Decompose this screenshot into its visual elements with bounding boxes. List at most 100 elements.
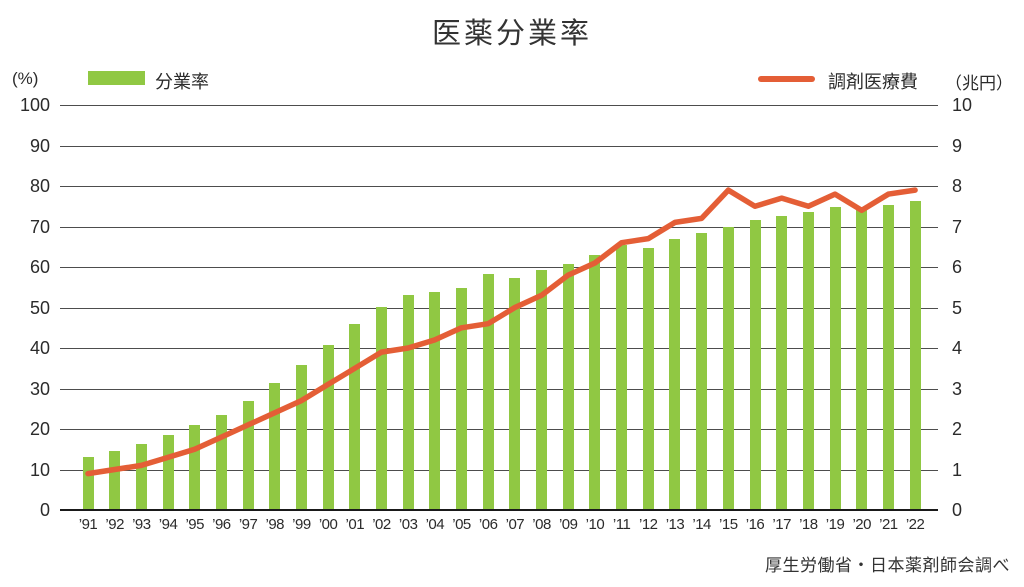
x-axis-tick-label: ’13 xyxy=(665,516,685,533)
bar-05 xyxy=(456,288,468,510)
right-axis-tick-label: 8 xyxy=(952,176,963,196)
x-axis-tick-label: ’00 xyxy=(318,516,338,533)
right-axis-tick-label: 6 xyxy=(952,257,963,277)
bar-legend-label: 分業率 xyxy=(155,72,209,92)
x-axis-tick-label: ’22 xyxy=(905,516,925,533)
bar-13 xyxy=(669,238,681,510)
gridline xyxy=(60,469,938,471)
bar-legend-swatch-icon xyxy=(88,71,145,85)
left-axis-tick-label: 20 xyxy=(29,419,50,439)
bar-15 xyxy=(722,226,734,510)
right-axis-tick-label: 10 xyxy=(952,95,973,115)
left-axis-tick-label: 60 xyxy=(29,257,50,277)
bar-01 xyxy=(349,324,361,510)
bar-04 xyxy=(429,291,441,510)
x-axis-tick-label: ’93 xyxy=(132,516,151,533)
bar-12 xyxy=(642,247,654,510)
bar-07 xyxy=(509,277,521,510)
x-axis-tick-label: ’20 xyxy=(852,516,871,533)
page-title: 医薬分業率 xyxy=(431,18,592,50)
bar-08 xyxy=(536,270,548,510)
right-axis-tick-label: 3 xyxy=(952,378,963,399)
x-axis-tick-label: ’18 xyxy=(799,516,818,533)
line-legend-label: 調剤医療費 xyxy=(828,72,918,92)
gridline xyxy=(60,186,938,187)
x-axis-tick-label: ’09 xyxy=(558,516,578,533)
left-axis-tick-label: 80 xyxy=(29,176,50,196)
x-axis-tick-label: ’99 xyxy=(292,516,311,533)
right-axis-tick-label: 1 xyxy=(952,459,963,480)
x-axis-tick-label: ’21 xyxy=(879,516,898,533)
gridline xyxy=(60,348,938,349)
bar-91 xyxy=(82,456,94,510)
left-axis-tick-label: 40 xyxy=(29,338,50,358)
bar-19 xyxy=(829,207,841,510)
x-axis-tick-label: ’11 xyxy=(612,516,631,533)
bar-98 xyxy=(269,382,281,510)
bar-10 xyxy=(589,255,601,510)
gridline xyxy=(60,226,938,228)
x-axis-tick-label: ’92 xyxy=(105,516,124,533)
right-axis-tick-label: 0 xyxy=(952,500,963,520)
bar-92 xyxy=(109,450,121,510)
right-axis-unit-label: （兆円） xyxy=(945,74,1013,93)
left-axis-tick-label: 0 xyxy=(39,500,50,520)
left-axis-tick-label: 30 xyxy=(29,378,50,399)
gridline xyxy=(60,105,938,106)
x-axis-tick-label: ’01 xyxy=(345,516,365,533)
bar-94 xyxy=(162,435,174,510)
bar-16 xyxy=(749,219,761,510)
right-axis-tick-label: 7 xyxy=(952,216,963,237)
x-axis-tick-label: ’95 xyxy=(185,516,204,533)
x-axis-tick-label: ’14 xyxy=(692,516,711,533)
x-axis-tick-label: ’08 xyxy=(532,516,551,533)
bar-03 xyxy=(402,294,414,510)
x-axis-tick-label: ’05 xyxy=(452,516,471,533)
x-axis-tick-label: ’15 xyxy=(719,516,738,533)
bar-22 xyxy=(909,200,921,510)
gridline xyxy=(60,307,938,309)
legend: (%) 分業率 調剤医療費 （兆円） xyxy=(0,66,1024,93)
bar-99 xyxy=(295,365,307,510)
x-axis-tick-label: ’94 xyxy=(158,516,178,533)
x-axis-tick-label: ’06 xyxy=(478,516,498,533)
x-axis-tick-label: ’02 xyxy=(372,516,391,533)
x-axis-tick-label: ’16 xyxy=(745,516,765,533)
bar-00 xyxy=(322,344,334,510)
bar-18 xyxy=(802,211,814,510)
gridline xyxy=(60,145,938,147)
bar-17 xyxy=(776,216,788,510)
left-axis-unit-label: (%) xyxy=(12,69,39,88)
left-axis-tick-label: 10 xyxy=(29,459,50,480)
bar-21 xyxy=(882,205,894,510)
left-axis-tick-label: 100 xyxy=(19,95,50,115)
left-axis-tick-label: 90 xyxy=(29,135,50,156)
bar-97 xyxy=(242,401,254,510)
right-axis-tick-label: 2 xyxy=(952,419,963,439)
bar-09 xyxy=(562,264,574,510)
x-axis-tick-label: ’91 xyxy=(78,516,98,533)
line-legend-swatch-icon xyxy=(758,76,815,82)
left-axis-tick-label: 70 xyxy=(29,216,50,237)
bar-93 xyxy=(135,443,147,510)
x-axis-tick-label: ’98 xyxy=(265,516,285,533)
gridline xyxy=(60,388,938,390)
x-axis-line xyxy=(60,509,938,511)
bar-02 xyxy=(375,307,387,510)
bar-95 xyxy=(189,425,201,510)
right-axis-tick-label: 4 xyxy=(952,338,963,358)
x-axis-tick-label: ’12 xyxy=(639,516,658,533)
bar-96 xyxy=(215,414,227,510)
right-axis-tick-label: 5 xyxy=(952,297,963,318)
right-axis-tick-label: 9 xyxy=(952,135,963,156)
x-axis-tick-label: ’19 xyxy=(825,516,845,533)
x-axis-tick-label: ’17 xyxy=(772,516,791,533)
x-axis-tick-label: ’07 xyxy=(505,516,525,533)
gridline xyxy=(60,267,938,268)
x-axis-tick-label: ’03 xyxy=(398,516,418,533)
bar-20 xyxy=(856,206,868,510)
left-axis-tick-label: 50 xyxy=(29,297,50,318)
bar-06 xyxy=(482,273,494,510)
bar-14 xyxy=(696,232,708,510)
